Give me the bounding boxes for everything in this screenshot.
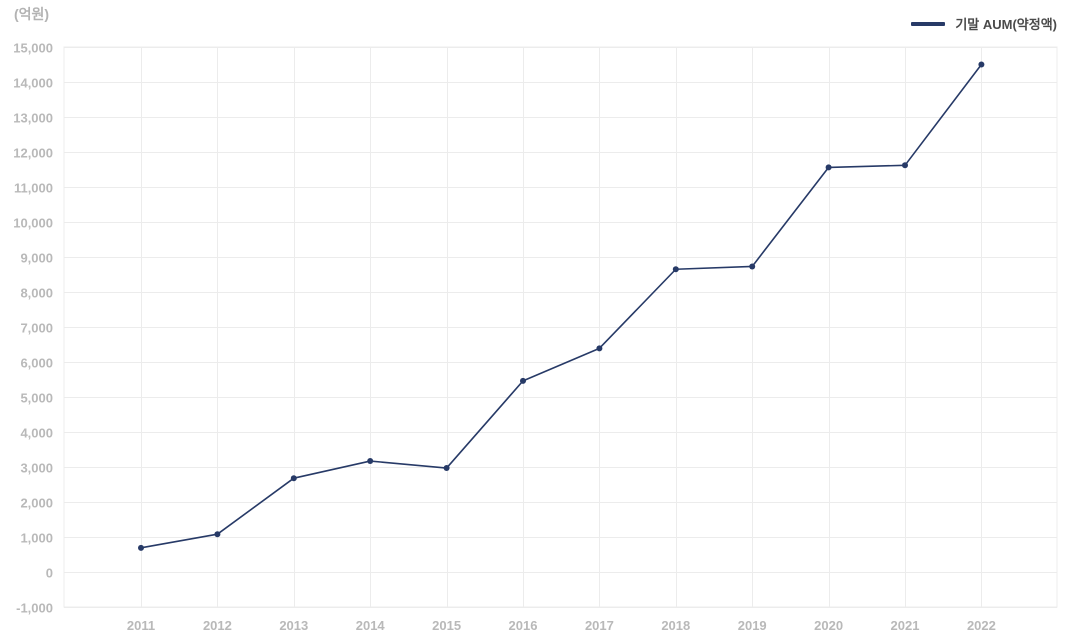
y-tick-label: 2,000 — [20, 496, 53, 511]
y-tick-label: 11,000 — [14, 181, 53, 196]
y-tick-label: 12,000 — [13, 146, 53, 161]
x-tick-label: 2018 — [661, 618, 690, 633]
series-line — [140, 64, 983, 549]
y-tick-label: 10,000 — [13, 216, 53, 231]
x-tick-label: 2013 — [279, 618, 308, 633]
y-tick-label: 6,000 — [20, 356, 53, 371]
y-tick-label: 3,000 — [20, 461, 53, 476]
x-tick-label: 2011 — [127, 618, 155, 633]
y-tick-label: 7,000 — [20, 321, 53, 336]
y-tick-label: 13,000 — [13, 111, 53, 126]
data-point[interactable] — [290, 475, 297, 482]
data-point[interactable] — [978, 61, 985, 68]
data-point[interactable] — [138, 544, 144, 551]
y-tick-label: 0 — [46, 566, 53, 581]
y-tick-label: 15,000 — [13, 41, 53, 56]
grid — [63, 46, 1058, 608]
series-group — [138, 61, 985, 551]
legend-label: 기말 AUM(약정액) — [955, 17, 1057, 32]
y-axis-ticks: -1,000 0 1,000 2,000 3,000 4,000 5,000 6,000 7,0… — [13, 41, 53, 616]
x-tick-label: 2017 — [585, 618, 614, 633]
y-axis-unit-label: (억원) — [14, 6, 50, 22]
legend-swatch — [911, 21, 946, 26]
x-tick-label: 2022 — [967, 618, 996, 633]
y-tick-label: 8,000 — [20, 286, 53, 301]
x-tick-label: 2014 — [356, 618, 386, 633]
y-tick-label: 9,000 — [20, 251, 53, 266]
data-point[interactable] — [749, 263, 756, 270]
data-point[interactable] — [902, 162, 908, 169]
x-tick-label: 2016 — [509, 618, 538, 633]
data-point[interactable] — [443, 465, 450, 472]
x-tick-label: 2021 — [891, 618, 920, 633]
x-tick-label: 2015 — [432, 618, 461, 633]
data-point[interactable] — [596, 345, 603, 352]
y-tick-label: -1,000 — [16, 601, 53, 616]
y-tick-label: 4,000 — [20, 426, 53, 441]
legend: 기말 AUM(약정액) — [911, 14, 1057, 33]
data-point[interactable] — [367, 458, 374, 465]
y-tick-label: 5,000 — [20, 391, 53, 406]
x-tick-label: 2020 — [814, 618, 843, 633]
data-point[interactable] — [214, 531, 221, 538]
x-tick-label: 2019 — [738, 618, 767, 633]
data-point[interactable] — [672, 266, 679, 273]
x-axis-ticks: 2011 2012 2013 2014 2015 2016 2017 2018 2019 2020… — [127, 618, 996, 633]
y-tick-label: 1,000 — [20, 531, 53, 546]
data-point[interactable] — [825, 164, 832, 171]
y-tick-label: 14,000 — [13, 76, 53, 91]
data-point[interactable] — [520, 377, 526, 384]
x-tick-label: 2012 — [203, 618, 232, 633]
